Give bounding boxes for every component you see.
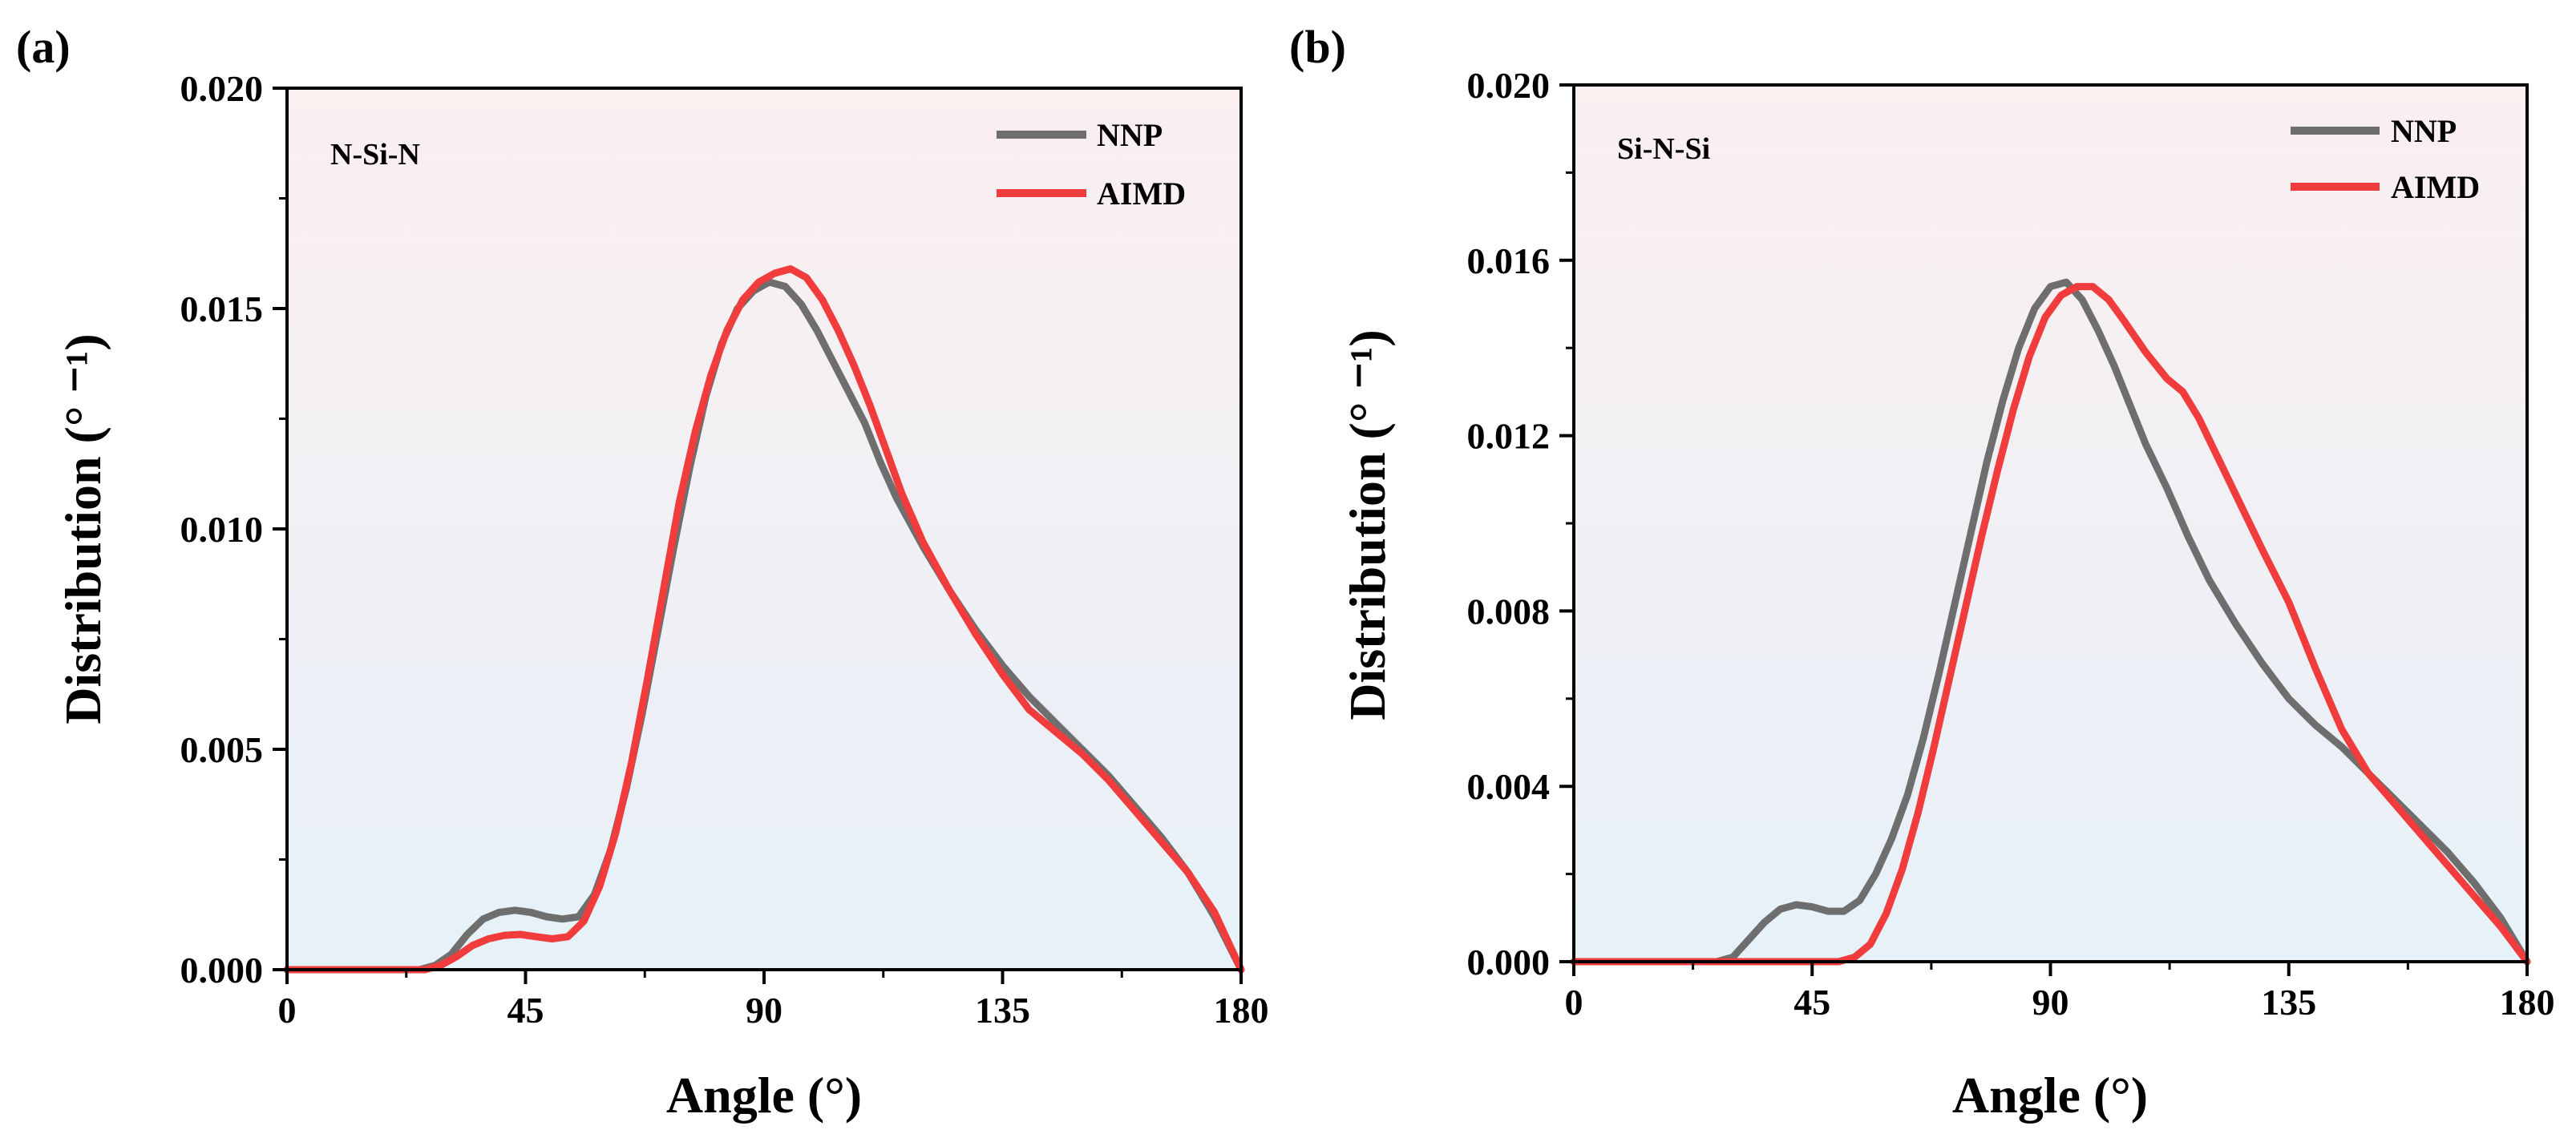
x-tick-label: 45 — [1793, 982, 1830, 1023]
x-tick-label: 135 — [975, 990, 1030, 1031]
series-line-aimd — [283, 265, 1245, 974]
x-tick-label: 135 — [2261, 982, 2316, 1023]
legend-label-aimd: AIMD — [2391, 169, 2480, 205]
legend: NNP AIMD — [997, 117, 1186, 212]
plot-background — [287, 88, 1241, 970]
y-tick-label: 0.004 — [1467, 766, 1551, 807]
y-tick-label: 0.016 — [1467, 240, 1551, 281]
x-tick-label: 180 — [2500, 982, 2555, 1023]
series-layer — [283, 265, 1245, 974]
legend-label-aimd: AIMD — [1097, 176, 1186, 212]
y-tick-label: 0.020 — [1467, 65, 1551, 106]
x-tick-label: 45 — [508, 990, 544, 1031]
chart-annotation: N-Si-N — [330, 138, 420, 171]
y-tick-label: 0.005 — [180, 729, 264, 770]
x-tick-label: 180 — [1214, 990, 1269, 1031]
y-tick-label: 0.015 — [180, 289, 264, 329]
series-line-nnp — [1570, 278, 2531, 966]
x-axis-title: Angle (°) — [666, 1067, 862, 1124]
panel-label: (b) — [1289, 21, 1346, 73]
legend-label-nnp: NNP — [1097, 117, 1163, 153]
series-line-aimd — [1570, 283, 2531, 966]
x-tick-label: 0 — [1565, 982, 1583, 1023]
x-tick-label: 90 — [2032, 982, 2069, 1023]
legend: NNP AIMD — [2291, 113, 2480, 205]
x-axis-title: Angle (°) — [1952, 1067, 2148, 1124]
y-tick-label: 0.008 — [1467, 591, 1551, 632]
chart-annotation: Si-N-Si — [1617, 132, 1710, 166]
chart-panel-a: (a) 0 45 90 135 180 0.000 0.005 0.010 0.015 0.020… — [16, 21, 1269, 1124]
plot-background — [1574, 85, 2527, 962]
y-axis-title: Distribution (° ⁻¹) — [1339, 329, 1396, 720]
legend-label-nnp: NNP — [2391, 113, 2457, 149]
y-tick-label: 0.020 — [180, 68, 264, 109]
series-layer — [1570, 278, 2531, 966]
y-tick-label: 0.010 — [180, 509, 264, 550]
panel-label: (a) — [16, 21, 71, 73]
x-tick-label: 90 — [746, 990, 783, 1031]
y-tick-label: 0.000 — [1467, 942, 1551, 983]
y-axis-title: Distribution (° ⁻¹) — [55, 333, 111, 724]
chart-panel-b: (b) 0 45 90 135 180 0.000 0.004 0.008 0.012 0.016… — [1289, 21, 2555, 1124]
y-tick-label: 0.012 — [1467, 416, 1551, 457]
y-tick-label: 0.000 — [180, 950, 264, 991]
x-tick-label: 0 — [278, 990, 297, 1031]
